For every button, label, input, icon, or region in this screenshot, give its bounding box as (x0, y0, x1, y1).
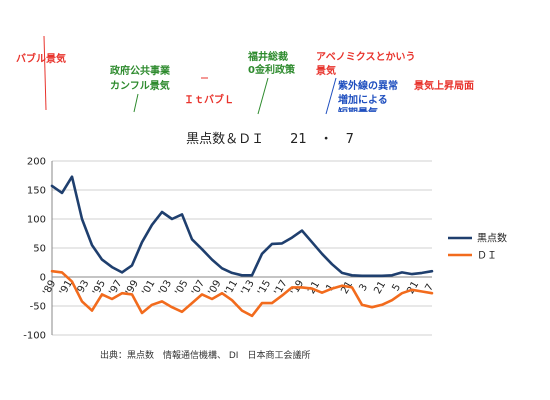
x-tick-label: 21 (372, 279, 388, 296)
y-tick-label: 100 (27, 215, 46, 226)
annotations: バブル景気 政府公共事業 カンフル景気 ＩｔバブＬ 福井総裁 0金利政策 アベノ… (16, 35, 474, 119)
series-line-di (50, 269, 434, 318)
annotation-bubble-pointer (43, 35, 47, 111)
source-note: 出典：黒点数 情報通信機構、 DI 日本商工会議所 (100, 349, 310, 361)
annotation-fukui-pointer (257, 77, 269, 115)
x-tick-label: '15 (256, 278, 273, 297)
x-tick-label: '13 (239, 278, 256, 297)
series-line-sunspots (50, 175, 434, 278)
y-tick-label: -100 (23, 331, 46, 342)
y-axis: 200 150 100 50 0 -50 -100 (23, 157, 53, 342)
x-tick-label: '05 (173, 278, 190, 297)
x-tick-label: '95 (91, 278, 108, 297)
chart-title: 黒点数＆ＤＩ 21 ・ 7 (186, 132, 354, 147)
y-tick-label: 150 (27, 186, 46, 197)
legend: 黒点数 ＤＩ (448, 232, 507, 262)
annotation-uv-text-3: 短期景気 (338, 106, 378, 119)
annotation-abenomics-text-2: 景気 (316, 64, 336, 77)
x-tick-label: '17 (273, 278, 290, 297)
y-tick-label: -50 (30, 302, 46, 313)
x-tick-label: '01 (140, 278, 157, 297)
x-tick-label: 5 (390, 282, 403, 293)
x-tick-label: '03 (157, 278, 174, 297)
annotation-boom: 景気上昇局面 (414, 79, 474, 92)
annotation-public-works-pointer (133, 93, 139, 113)
x-tick-label: 7 (423, 282, 436, 293)
annotation-it-bubble: ＩｔバブＬ (184, 77, 234, 106)
annotation-bubble: バブル景気 (16, 35, 66, 111)
annotation-fukui-text-2: 0金利政策 (248, 63, 296, 76)
annotation-fukui: 福井総裁 0金利政策 (247, 50, 296, 115)
annotation-public-works-text-2: カンフル景気 (110, 79, 170, 92)
annotation-uv-text-2: 増加による (338, 93, 388, 106)
y-tick-label: 0 (40, 273, 46, 284)
legend-label: 黒点数 (477, 232, 507, 245)
x-axis: '89'91'93'95'97'99'01'03'05'07'09'11'13 '… (41, 278, 436, 297)
legend-label: ＤＩ (477, 251, 497, 262)
annotation-it-bubble-text: ＩｔバブＬ (184, 93, 234, 106)
annotation-public-works: 政府公共事業 カンフル景気 (110, 64, 171, 113)
series-lines (50, 175, 434, 318)
annotation-uv: 紫外線の異常 増加による 短期景気 (338, 79, 398, 119)
annotation-fukui-text-1: 福井総裁 (247, 50, 288, 63)
annotation-abenomics-text-1: アベノミクスとかいう (316, 51, 416, 63)
x-tick-label: '93 (74, 278, 91, 297)
y-tick-label: 200 (27, 157, 46, 168)
annotation-boom-text: 景気上昇局面 (414, 79, 474, 92)
annotation-uv-text-1: 紫外線の異常 (338, 79, 398, 92)
annotation-abenomics: アベノミクスとかいう 景気 (316, 51, 416, 115)
annotation-public-works-text-1: 政府公共事業 (110, 64, 171, 77)
y-tick-label: 50 (33, 244, 46, 255)
x-tick-label: 3 (357, 282, 370, 293)
x-tick-label: 21 (405, 279, 421, 296)
annotation-bubble-text: バブル景気 (16, 52, 66, 65)
annotation-abenomics-pointer (325, 77, 337, 115)
